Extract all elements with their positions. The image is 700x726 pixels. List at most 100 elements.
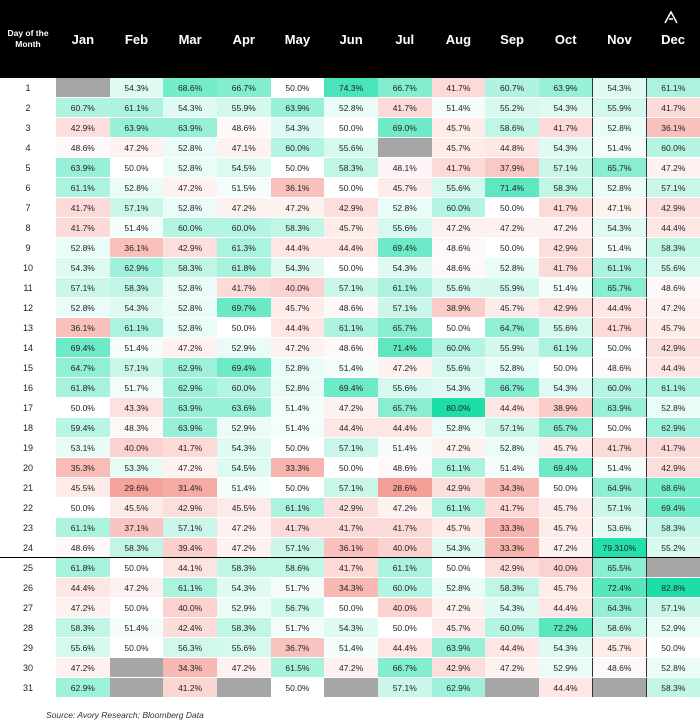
value-cell: 50.0%: [377, 617, 432, 638]
value-cell: 55.9%: [216, 97, 271, 118]
value-cell: 57.1%: [377, 297, 432, 318]
value-cell: 55.6%: [377, 377, 432, 398]
value-cell: 38.9%: [431, 297, 486, 318]
value-cell: 44.1%: [163, 557, 217, 578]
value-cell: 65.7%: [377, 397, 432, 418]
value-cell: 51.4%: [324, 637, 378, 658]
value-cell: 50.0%: [324, 117, 378, 138]
value-cell: 40.0%: [109, 437, 164, 458]
value-cell: 42.9%: [646, 457, 700, 478]
value-cell: 44.4%: [485, 397, 539, 418]
value-cell: 36.1%: [270, 177, 325, 198]
value-cell: 55.6%: [431, 277, 486, 298]
value-cell: 53.3%: [109, 457, 164, 478]
value-cell: 54.5%: [216, 157, 271, 178]
value-cell: 36.1%: [646, 117, 700, 138]
value-cell: 50.0%: [109, 597, 164, 618]
value-cell: 61.1%: [377, 277, 432, 298]
value-cell: 36.7%: [270, 637, 325, 658]
table-row: 18 59.4% 48.3% 63.9% 52.9% 51.4% 44.4% 44.4% 52.…: [0, 417, 700, 438]
value-cell: 58.3%: [324, 157, 378, 178]
value-cell: 69.4%: [538, 457, 593, 478]
value-cell: 58.3%: [538, 177, 593, 198]
value-cell: 60.0%: [163, 217, 217, 238]
value-cell: 50.0%: [270, 78, 325, 98]
value-cell: 61.1%: [646, 377, 700, 398]
day-label: 10: [0, 257, 56, 278]
value-cell: 55.6%: [431, 357, 486, 378]
value-cell: 52.9%: [646, 617, 700, 638]
value-cell: 61.3%: [216, 237, 271, 258]
day-label: 3: [0, 117, 56, 138]
day-label: 29: [0, 637, 56, 658]
value-cell: 47.2%: [163, 337, 217, 358]
value-cell: 62.9%: [431, 677, 486, 698]
day-label: 20: [0, 457, 56, 478]
value-cell: 61.1%: [56, 177, 110, 198]
value-cell: 42.9%: [163, 237, 217, 258]
value-cell: 71.4%: [377, 337, 432, 358]
value-cell: 52.8%: [324, 97, 378, 118]
value-cell: 34.3%: [163, 657, 217, 678]
value-cell: 60.0%: [431, 337, 486, 358]
value-cell: 56.7%: [270, 597, 325, 618]
value-cell: 45.7%: [377, 177, 432, 198]
value-cell: 65.7%: [538, 417, 593, 438]
month-header: Nov: [592, 0, 647, 78]
value-cell: 41.7%: [538, 197, 593, 218]
value-cell: 50.0%: [109, 157, 164, 178]
value-cell: 33.3%: [485, 517, 539, 538]
value-cell: 55.9%: [592, 97, 647, 118]
value-cell: 63.9%: [163, 417, 217, 438]
value-cell: 48.3%: [109, 417, 164, 438]
value-cell: 51.4%: [270, 417, 325, 438]
value-cell: 47.2%: [56, 597, 110, 618]
value-cell: 48.6%: [592, 357, 647, 378]
value-cell: 57.1%: [109, 197, 164, 218]
value-cell: 66.7%: [377, 78, 432, 98]
value-cell: 47.2%: [324, 397, 378, 418]
table-row: 2 60.7% 61.1% 54.3% 55.9% 63.9% 52.8% 41.7% 51.4…: [0, 97, 700, 118]
value-cell: 50.0%: [109, 557, 164, 578]
table-row: 7 41.7% 57.1% 52.8% 47.2% 47.2% 42.9% 52.8% 60.0…: [0, 197, 700, 218]
value-cell: 52.9%: [216, 597, 271, 618]
value-cell: 61.1%: [592, 257, 647, 278]
value-cell: 69.4%: [216, 357, 271, 378]
month-header: Jun: [324, 0, 378, 78]
value-cell: 47.2%: [216, 197, 271, 218]
value-cell: 58.6%: [592, 617, 647, 638]
value-cell: 54.3%: [163, 97, 217, 118]
value-cell: 47.2%: [216, 537, 271, 558]
day-label: 8: [0, 217, 56, 238]
value-cell: 54.3%: [592, 217, 647, 238]
value-cell: 41.7%: [377, 517, 432, 538]
value-cell: 41.7%: [646, 97, 700, 118]
value-cell: 74.3%: [324, 78, 378, 98]
value-cell: 34.3%: [485, 477, 539, 498]
value-cell: 41.7%: [324, 557, 378, 578]
month-header: Oct: [538, 0, 593, 78]
value-cell: 52.8%: [270, 357, 325, 378]
value-cell: 65.5%: [592, 557, 647, 578]
value-cell: 60.0%: [646, 137, 700, 158]
value-cell: 41.7%: [163, 437, 217, 458]
value-cell: 69.4%: [377, 237, 432, 258]
day-label: 15: [0, 357, 56, 378]
value-cell: 52.8%: [163, 157, 217, 178]
table-row: 25 61.8% 50.0% 44.1% 58.3% 58.6% 41.7% 61.1% 50.…: [0, 557, 700, 578]
value-cell: 48.6%: [324, 297, 378, 318]
value-cell: 57.1%: [163, 517, 217, 538]
month-header: Sep: [485, 0, 539, 78]
month-header: May: [270, 0, 325, 78]
value-cell: 64.3%: [592, 597, 647, 618]
value-cell: 64.9%: [592, 477, 647, 498]
value-cell: 63.9%: [163, 117, 217, 138]
value-cell: 51.7%: [109, 377, 164, 398]
value-cell: 51.4%: [485, 457, 539, 478]
value-cell: 29.6%: [109, 477, 164, 498]
value-cell: 61.1%: [109, 97, 164, 118]
value-cell: 42.9%: [485, 557, 539, 578]
value-cell: 50.0%: [646, 637, 700, 658]
month-header: Dec: [646, 0, 700, 78]
